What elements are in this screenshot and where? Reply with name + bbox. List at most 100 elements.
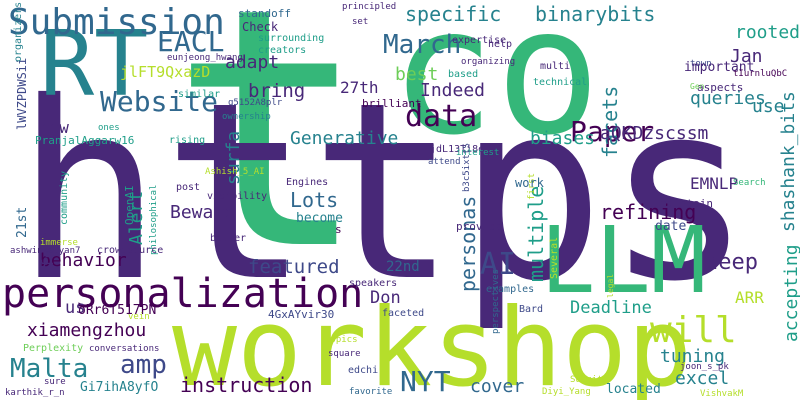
word-edchi: edchi: [348, 365, 379, 376]
word-joon-s-pk: joon_s_pk: [680, 362, 729, 372]
word-tuning: tuning: [660, 346, 726, 367]
word-openai: OpenAI: [123, 185, 136, 225]
word-ai: AI: [480, 247, 517, 282]
word-facets: facets: [598, 85, 622, 158]
word-technical: technical: [533, 77, 588, 88]
word-maintain: maintain: [660, 197, 713, 210]
word-behavior: behavior: [40, 250, 127, 271]
word-visibility: visibility: [207, 191, 268, 202]
word-post: post: [176, 182, 201, 193]
word-orr6t517pn: oRr6T517PN: [78, 303, 157, 318]
word-located: located: [606, 382, 661, 397]
word-co: co: [390, 0, 601, 174]
word-vein: vein: [128, 312, 150, 322]
word-accepting: accepting: [781, 244, 800, 342]
word-22nd: 22nd: [386, 259, 420, 275]
word-principled: principled: [342, 2, 397, 12]
word-bard: Bard: [519, 304, 544, 315]
word-interest: interest: [456, 148, 500, 158]
word-aqkdzscssm: aQKDzscssm: [600, 123, 709, 144]
word-jan: Jan: [730, 46, 763, 67]
word-refining: refining: [600, 200, 697, 224]
word-cover: cover: [470, 376, 525, 397]
word-conversations: conversations: [89, 344, 160, 354]
word-amp: amp: [120, 350, 167, 380]
word-perplexity: Perplexity: [23, 343, 84, 354]
word-workshop: workshop: [172, 286, 693, 400]
word-important: important: [684, 60, 755, 75]
word-immerse: immerse: [40, 238, 78, 248]
word-examples: examples: [486, 284, 535, 295]
word-jlft9qxazd: jlFT9QxazD: [120, 63, 211, 81]
word-vishvakm: VishvakM: [700, 389, 744, 399]
word-lots: Lots: [290, 188, 339, 212]
word-personalization: personalization: [2, 271, 364, 317]
word-21st: 21st: [15, 206, 30, 238]
word-s: s: [335, 223, 342, 236]
word-pranjalaggarw16: PranjalAggarw16: [35, 134, 135, 147]
word-based: based: [448, 69, 479, 80]
word-multiple: multiple: [524, 185, 548, 282]
word-sure: sure: [44, 377, 66, 387]
word-emnlp: EMNLP: [690, 174, 739, 193]
word-organizers: organizers: [13, 1, 24, 62]
word-eacl: EACL: [157, 25, 225, 58]
word-nyt: NYT: [400, 365, 451, 398]
word-rising: rising: [169, 135, 206, 146]
word-community: community: [59, 170, 70, 225]
word-town: town: [690, 59, 712, 69]
word-standoff: standoff: [238, 7, 291, 20]
word-legal: legal: [606, 273, 615, 298]
word-deep: deep: [705, 250, 758, 275]
word-march: March: [383, 30, 462, 60]
word-malta: Malta: [10, 354, 89, 384]
word-perspectives: perspectives: [491, 268, 501, 334]
word-instruction: instruction: [180, 373, 313, 397]
word-provide: provide: [456, 220, 503, 233]
word-queries: queries: [690, 88, 766, 109]
word-use: use: [752, 96, 785, 117]
word-lwvzpdwsii: lWVZPDWSii: [15, 57, 29, 130]
word-ijdl13ti8e: IjdL13Ti8e: [424, 144, 485, 155]
word-brilliant: brilliant: [362, 97, 422, 110]
word-personas: personas: [456, 195, 480, 292]
word-organizing: organizing: [461, 57, 516, 67]
word-search: Search: [733, 178, 766, 188]
word-binarybits: binarybits: [535, 2, 656, 26]
word-diyi-yang: Diyi_Yang: [542, 387, 591, 397]
word-b3c5ixtts: b3c5ixttS: [462, 143, 472, 192]
word-biases: biases: [530, 128, 596, 149]
word-become: become: [296, 211, 343, 226]
word-llm: LLM: [540, 207, 707, 314]
word-speakers: speakers: [349, 278, 398, 289]
word-adapt: adapt: [225, 52, 280, 73]
word-check: Check: [242, 20, 279, 34]
word-several: Several: [549, 236, 560, 279]
word-t: t: [170, 0, 369, 322]
word-deadline: Deadline: [570, 298, 652, 318]
word-topics: topics: [325, 335, 358, 345]
word-submission: Submission: [8, 2, 225, 43]
word-eunjeong-hwang: eunjeong_hwang: [167, 53, 243, 63]
word-multi: multi: [540, 61, 571, 72]
word-aspects: aspects: [697, 81, 744, 94]
word-expertise: expertise: [452, 35, 507, 46]
word-will: will: [650, 310, 737, 351]
word-generative: Generative: [290, 128, 399, 149]
word-help: help: [488, 39, 513, 50]
word-engines: Engines: [286, 177, 329, 188]
word-don: Don: [370, 288, 401, 308]
word-rooted: rooted: [735, 22, 800, 43]
word-data: data: [405, 99, 478, 134]
word-beware: Beware: [170, 202, 236, 223]
word-4gxayvir30: 4GxAYvir30: [268, 308, 335, 321]
word-arr: ARR: [735, 288, 764, 307]
word-ones: ones: [98, 123, 120, 133]
word-new: New: [40, 118, 69, 137]
word-gi7iha8yfo: Gi7ihA8yfO: [80, 380, 159, 395]
word-specific: specific: [405, 2, 502, 26]
word-ashwinkalyan7: ashwinkalyan7: [10, 246, 81, 256]
word-date: date: [655, 219, 687, 234]
word-bring: bring: [248, 80, 306, 102]
word-gen: Gen: [690, 82, 705, 91]
